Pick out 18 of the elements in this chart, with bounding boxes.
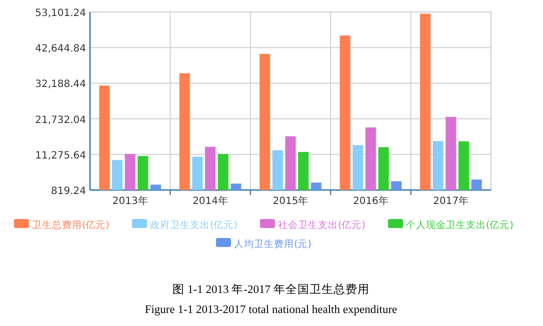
x-tick-label: 2016年 (352, 195, 388, 207)
y-tick-label: 32,188.44 (35, 79, 86, 90)
legend-label: 政府卫生支出(亿元) (150, 219, 238, 231)
x-tick-label: 2014年 (192, 195, 228, 207)
caption: Figure 1-1 2013-2017 total national health expenditure (144, 304, 398, 316)
y-tick-label: 11,275.64 (35, 150, 86, 162)
caption: 图 1-1 2013 年-2017 年全国卫生总费用 (172, 283, 370, 296)
legend-label: 卫生总费用(亿元) (32, 219, 110, 231)
y-tick-label: 42,644.84 (35, 44, 86, 55)
y-tick-label: 21,732.04 (35, 114, 86, 126)
legend-label: 个人现金卫生支出(亿元) (406, 219, 514, 231)
legend-label: 人均卫生费用(元) (234, 238, 312, 250)
y-tick-label: 53,101.24 (35, 8, 86, 19)
legend-label: 社会卫生支出(亿元) (278, 219, 366, 231)
x-tick-label: 2015年 (272, 195, 308, 207)
x-tick-label: 2013年 (112, 195, 148, 207)
x-tick-label: 2017年 (433, 195, 469, 207)
y-tick-label: 819.24 (51, 186, 86, 197)
